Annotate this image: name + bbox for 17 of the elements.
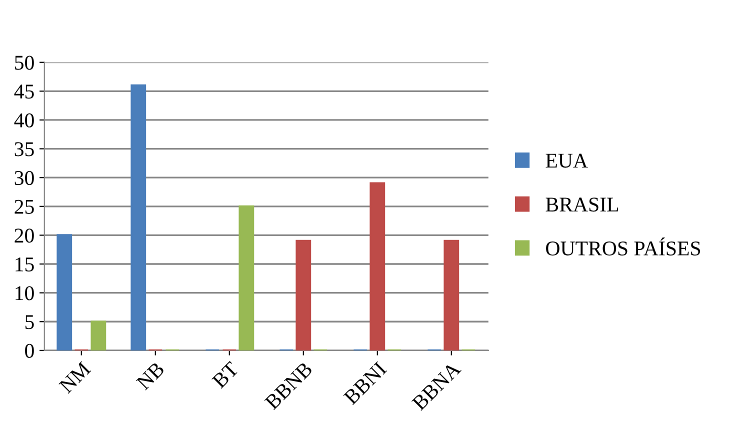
y-tick-label: 45 <box>14 84 34 99</box>
y-tick-label: 0 <box>25 344 34 358</box>
legend-label: EUA <box>546 154 588 168</box>
y-tick-label: 15 <box>16 257 34 272</box>
x-tick-label: NM <box>58 361 92 394</box>
y-tick-label: 20 <box>14 228 34 243</box>
legend-label: BRASIL <box>546 198 618 212</box>
y-tick-label: 40 <box>14 113 34 128</box>
y-tick-label: 5 <box>25 315 34 330</box>
x-tick-label: NB <box>136 361 165 390</box>
y-tick-label: 30 <box>14 170 34 186</box>
legend-label: OUTROS PAÍSES <box>546 237 700 256</box>
y-tick-label: 35 <box>14 142 34 156</box>
y-tick-label: 50 <box>15 56 34 70</box>
y-tick-label: 10 <box>16 286 34 300</box>
x-tick-label: BT <box>212 360 240 389</box>
y-tick-label: 25 <box>14 200 34 214</box>
